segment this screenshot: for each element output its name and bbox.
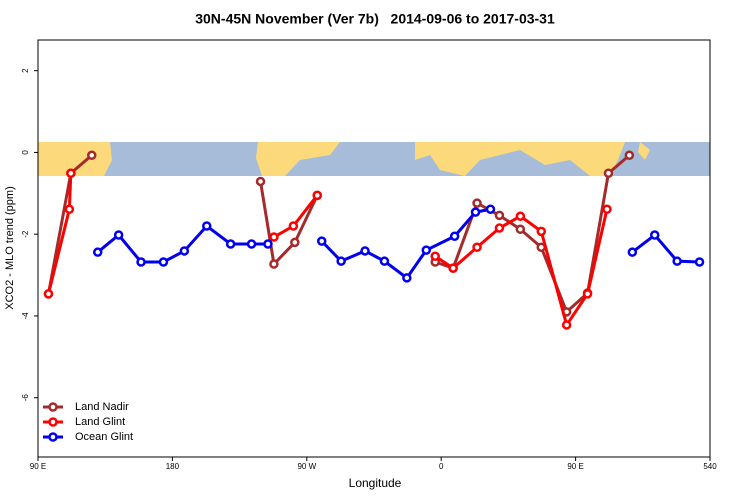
x-tick-label: 0 <box>439 462 444 471</box>
point <box>225 239 236 249</box>
point <box>472 242 482 253</box>
point <box>263 239 273 249</box>
point <box>158 257 169 267</box>
point <box>246 239 257 249</box>
point <box>316 236 327 246</box>
point <box>136 257 146 267</box>
point <box>43 289 54 299</box>
point <box>485 204 496 215</box>
y-axis-label: XCO2 - MLO trend (ppm) <box>4 186 16 309</box>
x-tick-label: 90 W <box>297 462 316 471</box>
point <box>582 289 593 299</box>
point <box>113 230 124 240</box>
point <box>269 259 279 269</box>
point <box>627 247 638 257</box>
point <box>515 224 526 235</box>
point <box>672 256 682 266</box>
plot-frame <box>37 39 711 458</box>
point <box>87 150 97 161</box>
point <box>290 237 300 248</box>
y-tick-label: 0 <box>21 150 30 155</box>
y-tick-label: -4 <box>21 312 30 320</box>
point <box>602 204 612 215</box>
x-tick-label: 90 E <box>30 462 46 471</box>
x-tick-label: 90 E <box>567 462 583 471</box>
point <box>649 230 660 240</box>
map-band <box>38 142 710 176</box>
point <box>92 247 103 257</box>
point <box>255 176 266 187</box>
point <box>421 245 432 255</box>
legend-label: Ocean Glint <box>75 431 133 443</box>
point <box>603 168 614 179</box>
point <box>336 256 346 266</box>
y-tick-label: -6 <box>21 394 30 402</box>
point <box>288 221 299 231</box>
point <box>64 204 75 215</box>
point <box>561 320 572 330</box>
y-tick-label: -2 <box>21 230 30 238</box>
chart-title: 30N-45N November (Ver 7b) 2014-09-06 to … <box>195 11 555 27</box>
point <box>402 273 412 283</box>
legend-marker <box>48 402 58 412</box>
series-line <box>96 207 700 281</box>
point <box>269 232 279 242</box>
x-tick-label: 180 <box>166 462 180 471</box>
y-tick-label: 2 <box>21 68 30 73</box>
legend-marker <box>48 417 58 427</box>
point <box>494 223 505 233</box>
point <box>449 231 460 241</box>
point <box>515 211 526 221</box>
x-axis-label: Longitude <box>349 476 402 490</box>
point <box>448 263 458 273</box>
point <box>430 251 440 262</box>
legend-marker <box>48 432 58 442</box>
point <box>472 198 482 208</box>
point <box>494 210 505 221</box>
point <box>360 246 370 256</box>
point <box>179 246 190 256</box>
point <box>66 168 76 179</box>
point <box>379 256 390 266</box>
x-tick-label: 540 <box>703 462 717 471</box>
legend-label: Land Glint <box>75 416 125 428</box>
point <box>694 257 705 267</box>
point <box>470 207 481 217</box>
point <box>624 150 635 161</box>
point <box>312 190 323 201</box>
point <box>201 221 212 231</box>
point <box>536 226 547 237</box>
legend-label: Land Nadir <box>75 401 129 413</box>
